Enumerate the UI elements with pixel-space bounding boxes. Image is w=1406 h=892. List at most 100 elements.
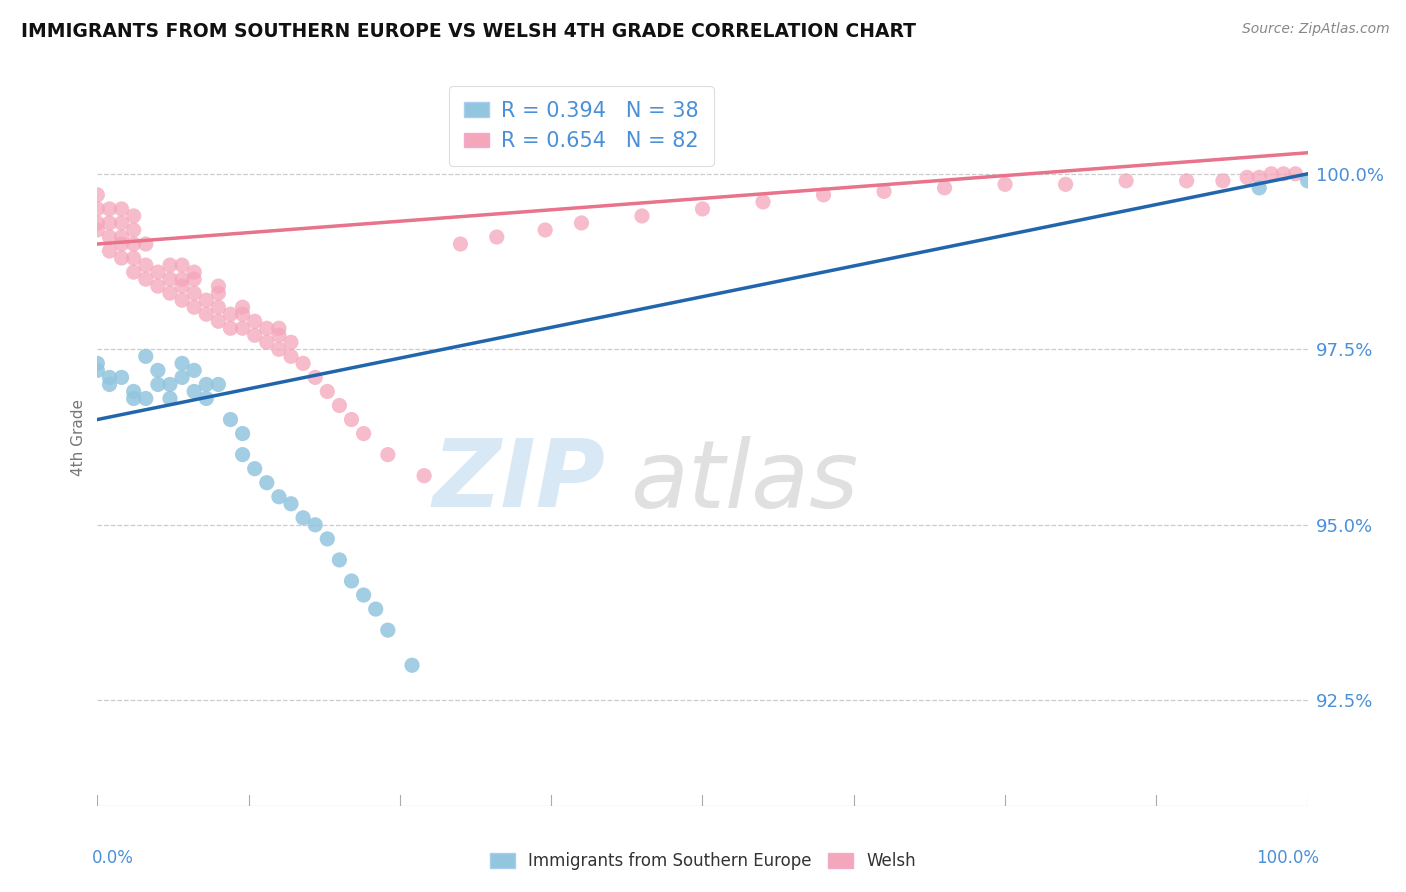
Point [135, 237, 157, 252]
Point [267, 490, 290, 504]
Point [219, 412, 242, 426]
Point [195, 377, 218, 392]
Point [98, 370, 121, 384]
Point [692, 202, 714, 216]
Point [135, 349, 157, 363]
Point [1260, 167, 1282, 181]
Point [170, 370, 193, 384]
Point [1236, 170, 1258, 185]
Point [146, 265, 169, 279]
Point [377, 448, 399, 462]
Point [256, 475, 278, 490]
Legend: Immigrants from Southern Europe, Welsh: Immigrants from Southern Europe, Welsh [484, 846, 922, 877]
Point [631, 209, 654, 223]
Point [98, 202, 121, 216]
Point [1175, 174, 1198, 188]
Text: ZIP: ZIP [433, 435, 606, 527]
Point [183, 363, 205, 377]
Point [377, 623, 399, 637]
Point [170, 293, 193, 308]
Point [86, 216, 108, 230]
Point [170, 356, 193, 370]
Point [413, 468, 436, 483]
Point [316, 384, 339, 399]
Point [183, 265, 205, 279]
Point [195, 293, 218, 308]
Point [98, 244, 121, 258]
Point [207, 300, 229, 314]
Point [195, 307, 218, 321]
Text: atlas: atlas [630, 436, 858, 527]
Point [1249, 170, 1271, 185]
Point [232, 307, 254, 321]
Point [534, 223, 557, 237]
Point [243, 328, 266, 343]
Text: 100.0%: 100.0% [1256, 849, 1319, 867]
Point [292, 356, 315, 370]
Point [232, 321, 254, 335]
Point [873, 185, 896, 199]
Point [122, 384, 145, 399]
Point [207, 377, 229, 392]
Point [364, 602, 387, 616]
Point [159, 392, 181, 406]
Point [267, 343, 290, 357]
Point [86, 363, 108, 377]
Point [86, 356, 108, 370]
Point [316, 532, 339, 546]
Point [170, 279, 193, 293]
Point [170, 258, 193, 272]
Point [86, 223, 108, 237]
Point [219, 321, 242, 335]
Point [159, 286, 181, 301]
Point [110, 216, 132, 230]
Point [159, 258, 181, 272]
Point [328, 399, 350, 413]
Point [122, 251, 145, 265]
Point [267, 328, 290, 343]
Point [994, 178, 1017, 192]
Text: Source: ZipAtlas.com: Source: ZipAtlas.com [1241, 22, 1389, 37]
Point [122, 392, 145, 406]
Point [292, 511, 315, 525]
Point [135, 272, 157, 286]
Point [110, 230, 132, 244]
Point [232, 300, 254, 314]
Point [340, 412, 363, 426]
Point [813, 187, 835, 202]
Point [1296, 174, 1319, 188]
Legend: R = 0.394   N = 38, R = 0.654   N = 82: R = 0.394 N = 38, R = 0.654 N = 82 [450, 87, 714, 166]
Point [135, 392, 157, 406]
Point [159, 377, 181, 392]
Point [280, 497, 302, 511]
Point [183, 384, 205, 399]
Point [159, 272, 181, 286]
Point [110, 370, 132, 384]
Point [571, 216, 593, 230]
Point [135, 258, 157, 272]
Point [110, 202, 132, 216]
Point [449, 237, 471, 252]
Point [304, 517, 326, 532]
Text: 0.0%: 0.0% [91, 849, 134, 867]
Point [280, 349, 302, 363]
Point [280, 335, 302, 350]
Point [934, 181, 956, 195]
Point [243, 314, 266, 328]
Point [1284, 167, 1306, 181]
Point [304, 370, 326, 384]
Point [340, 574, 363, 588]
Point [752, 194, 775, 209]
Point [207, 314, 229, 328]
Point [122, 237, 145, 252]
Point [146, 363, 169, 377]
Point [170, 272, 193, 286]
Point [183, 272, 205, 286]
Point [122, 223, 145, 237]
Point [485, 230, 508, 244]
Point [146, 279, 169, 293]
Point [219, 307, 242, 321]
Point [1212, 174, 1234, 188]
Point [183, 300, 205, 314]
Point [110, 237, 132, 252]
